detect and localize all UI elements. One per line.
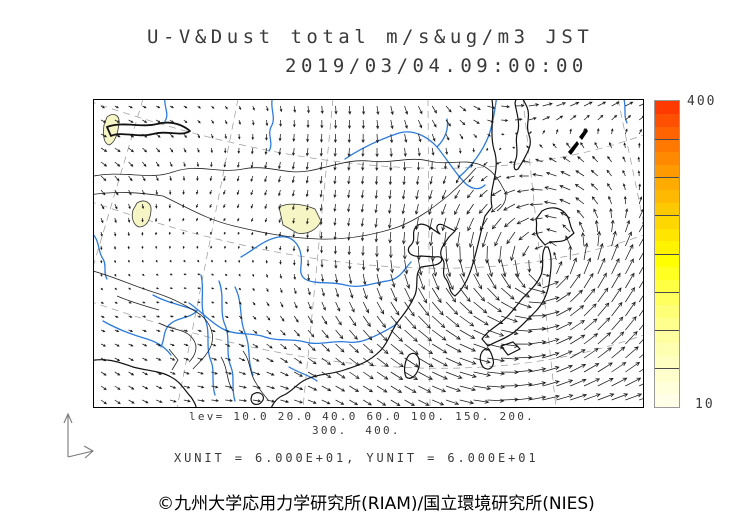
timestamp: 2019/03/04.09:00:00 [285,55,588,77]
colorbar-min-label: 10 [695,397,715,412]
lev-legend-line1: lev= 10.0 20.0 40.0 60.0 100. 150. 200. [189,410,536,423]
rivers [94,100,628,402]
kuril-island-marks [568,128,588,155]
map-svg [94,100,643,407]
axes-indicator [63,412,94,459]
page-title: U-V&Dust total m/s&ug/m3 JST [147,26,594,48]
coastlines [94,100,575,407]
wind-arrows [100,101,643,406]
y-axis-arrow-icon [63,412,73,424]
colorbar [654,100,680,408]
lev-legend-line2: 300. 400. [312,424,401,437]
graticule-lines [94,100,643,407]
dust-patches [103,114,322,234]
colorbar-bands [655,101,679,407]
x-axis-arrow-icon [83,445,94,459]
units-legend: XUNIT = 6.000E+01, YUNIT = 6.000E+01 [174,451,539,465]
colorbar-max-label: 400 [687,94,717,109]
map-canvas [93,99,644,408]
copyright-line: ©九州大学応用力学研究所(RIAM)/国立環境研究所(NIES) [157,494,595,514]
